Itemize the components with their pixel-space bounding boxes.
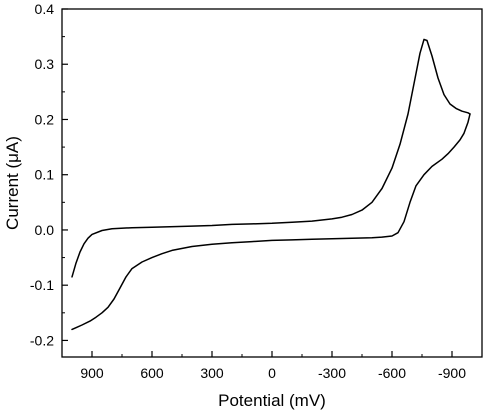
y-tick-label: 0.2 [35, 111, 55, 127]
y-axis-title: Current (μA) [3, 136, 22, 230]
x-axis-title: Potential (mV) [218, 391, 326, 410]
y-axis-ticks: 0.4 0.3 0.2 0.1 0.0 -0.1 -0.2 [30, 1, 68, 348]
y-tick-label: 0.4 [35, 1, 55, 17]
y-tick-label: 0.3 [35, 56, 55, 72]
cv-reverse-scan-line [71, 113, 471, 331]
y-tick-label: 0.1 [35, 167, 55, 183]
y-tick-label: -0.2 [30, 332, 54, 348]
x-tick-label: -900 [438, 365, 466, 381]
x-tick-label: -300 [318, 365, 346, 381]
x-tick-label: -600 [378, 365, 406, 381]
y-tick-label: -0.1 [30, 277, 54, 293]
series-layer [71, 38, 471, 331]
x-tick-label: 300 [200, 365, 224, 381]
x-axis-ticks: 900 600 300 0 -300 -600 -900 [80, 351, 466, 381]
x-tick-label: 0 [268, 365, 276, 381]
x-tick-label: 600 [140, 365, 164, 381]
y-tick-label: 0.0 [35, 222, 55, 238]
cv-forward-scan-line [71, 38, 471, 278]
x-tick-label: 900 [80, 365, 104, 381]
